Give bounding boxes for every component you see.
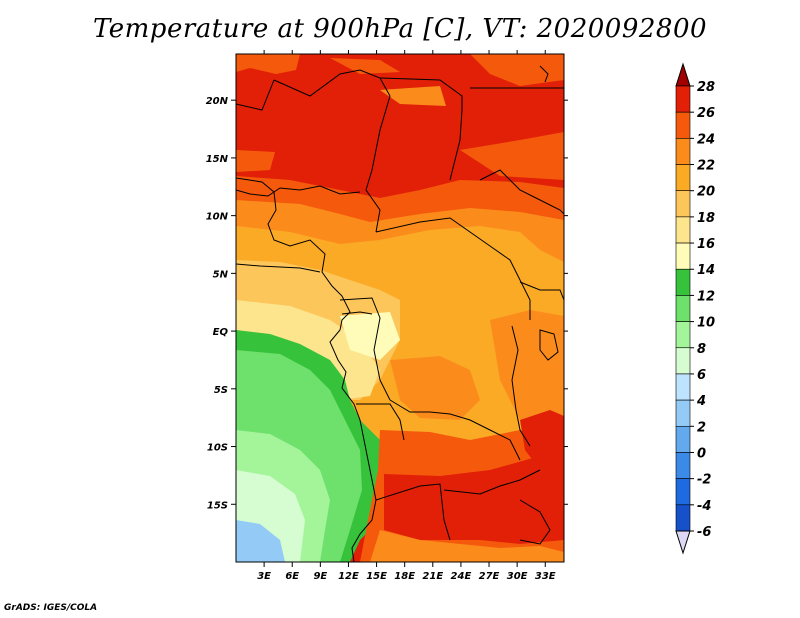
colorbar-label: 0: [697, 446, 706, 461]
lat-tick-label: 15S: [207, 500, 228, 511]
border-sudan-ethiopia: [479, 169, 564, 215]
colorbar-label: 16: [697, 237, 715, 252]
temp-region-6: [236, 520, 285, 562]
temp-patch-22-n: [380, 86, 446, 106]
lat-tick-label: 5N: [213, 269, 229, 280]
temp-patch-22-congo: [390, 356, 480, 420]
chart-title: Temperature at 900hPa [C], VT: 202009280…: [92, 14, 708, 44]
colorbar-swatch: [675, 347, 691, 375]
border-angola-north: [356, 403, 405, 441]
colorbar-label: 28: [697, 80, 715, 95]
colorbar-label: -4: [697, 499, 711, 514]
temp-patch-24-e: [460, 132, 564, 180]
lat-tick-label: 10N: [206, 212, 229, 223]
temp-patch-26-mozambique: [520, 410, 564, 470]
rift-lakes: [511, 325, 531, 447]
colorbar-label: 6: [697, 368, 706, 383]
lat-tick-label: EQ: [213, 327, 229, 338]
colorbar-swatch: [675, 321, 691, 349]
colorbar-swatch: [675, 399, 691, 427]
lon-tick-label: 24E: [451, 571, 472, 582]
border-zimbabwe: [519, 499, 551, 545]
temp-patch-16-gabon: [340, 312, 400, 360]
lon-tick-label: 21E: [422, 571, 443, 582]
lon-tick-label: 18E: [394, 571, 415, 582]
border-zambia: [443, 469, 541, 495]
lon-tick-label: 33E: [535, 571, 556, 582]
gulf-coastline: [236, 263, 321, 273]
map-frame: [235, 53, 565, 563]
lon-tick-label: 30E: [507, 571, 528, 582]
border-niger-chad: [273, 69, 391, 233]
colorbar-label: 18: [697, 211, 715, 226]
colorbar-swatch: [675, 478, 691, 506]
lon-tick-label: 9E: [313, 571, 327, 582]
lon-tick-label: 6E: [285, 571, 299, 582]
border-chad-sudan: [379, 77, 463, 181]
lat-tick-label: 5S: [214, 385, 228, 396]
colorbar-label: 20: [697, 185, 715, 200]
colorbar-label: 12: [697, 289, 715, 304]
temp-patch-24: [236, 54, 300, 74]
border-car: [375, 217, 531, 320]
colorbar-bottom-arrow: [675, 530, 691, 555]
lon-tick-label: 27E: [479, 571, 500, 582]
lat-tick-label: 20N: [206, 96, 229, 107]
border-namibia: [375, 483, 451, 541]
colorbar-swatch: [675, 373, 691, 401]
border-drc-angola: [389, 399, 521, 461]
lake-victoria: [539, 329, 559, 361]
colorbar-swatch: [675, 268, 691, 296]
colorbar-swatch: [675, 295, 691, 322]
colorbar-label: -2: [697, 473, 711, 488]
border-south-sudan: [519, 281, 564, 301]
temp-region-26-south: [384, 456, 564, 544]
colorbar-swatch: [675, 164, 691, 192]
colorbar-label: 4: [696, 394, 706, 409]
colorbar-swatch: [675, 111, 691, 139]
temp-patch-24-w: [236, 150, 275, 172]
colorbar-swatch: [675, 190, 691, 218]
temp-patch-22-east: [490, 310, 564, 420]
temperature-map: [236, 54, 564, 562]
colorbar-swatch: [675, 504, 691, 532]
colorbar-swatch: [675, 216, 691, 244]
colorbar-swatch: [675, 85, 691, 113]
colorbar-swatch: [675, 452, 691, 479]
colorbar-label: 8: [697, 342, 706, 357]
colorbar-label: -6: [697, 525, 711, 540]
nile-delta: [539, 65, 549, 83]
temp-patch-24-ne: [470, 54, 564, 86]
lat-tick-label: 15N: [206, 154, 229, 165]
temp-patch-24-n: [330, 58, 400, 74]
border-sahel: [236, 185, 361, 197]
lon-tick-label: 3E: [257, 571, 271, 582]
colorbar-label: 2: [697, 420, 706, 435]
border-gabon: [341, 311, 373, 315]
border-mali: [236, 79, 275, 111]
country-borders: [236, 65, 564, 562]
colorbar-label: 22: [697, 159, 715, 174]
lon-tick-label: 12E: [338, 571, 359, 582]
colorbar-label: 24: [697, 132, 715, 147]
axis-ticks: 3E 6E 9E 12E 15E 18E 21E 24E 27E 30E 33E 20N 15N 10N 5…: [206, 50, 568, 582]
lat-tick-label: 10S: [207, 443, 228, 454]
west-coastline: [236, 177, 377, 562]
colorbar-label: 10: [697, 316, 715, 331]
credit-label: GrADS: IGES/COLA: [4, 603, 98, 613]
border-cameroon-congo: [339, 297, 391, 401]
temp-patch-22-south: [370, 530, 564, 562]
colorbar-swatch: [675, 425, 691, 453]
colorbar-swatch: [675, 242, 691, 270]
lon-tick-label: 15E: [366, 571, 387, 582]
colorbar-top-arrow: [675, 62, 691, 87]
colorbar-label: 26: [697, 106, 715, 121]
colorbar-swatch: [675, 138, 691, 165]
colorbar-label: 14: [697, 263, 715, 278]
